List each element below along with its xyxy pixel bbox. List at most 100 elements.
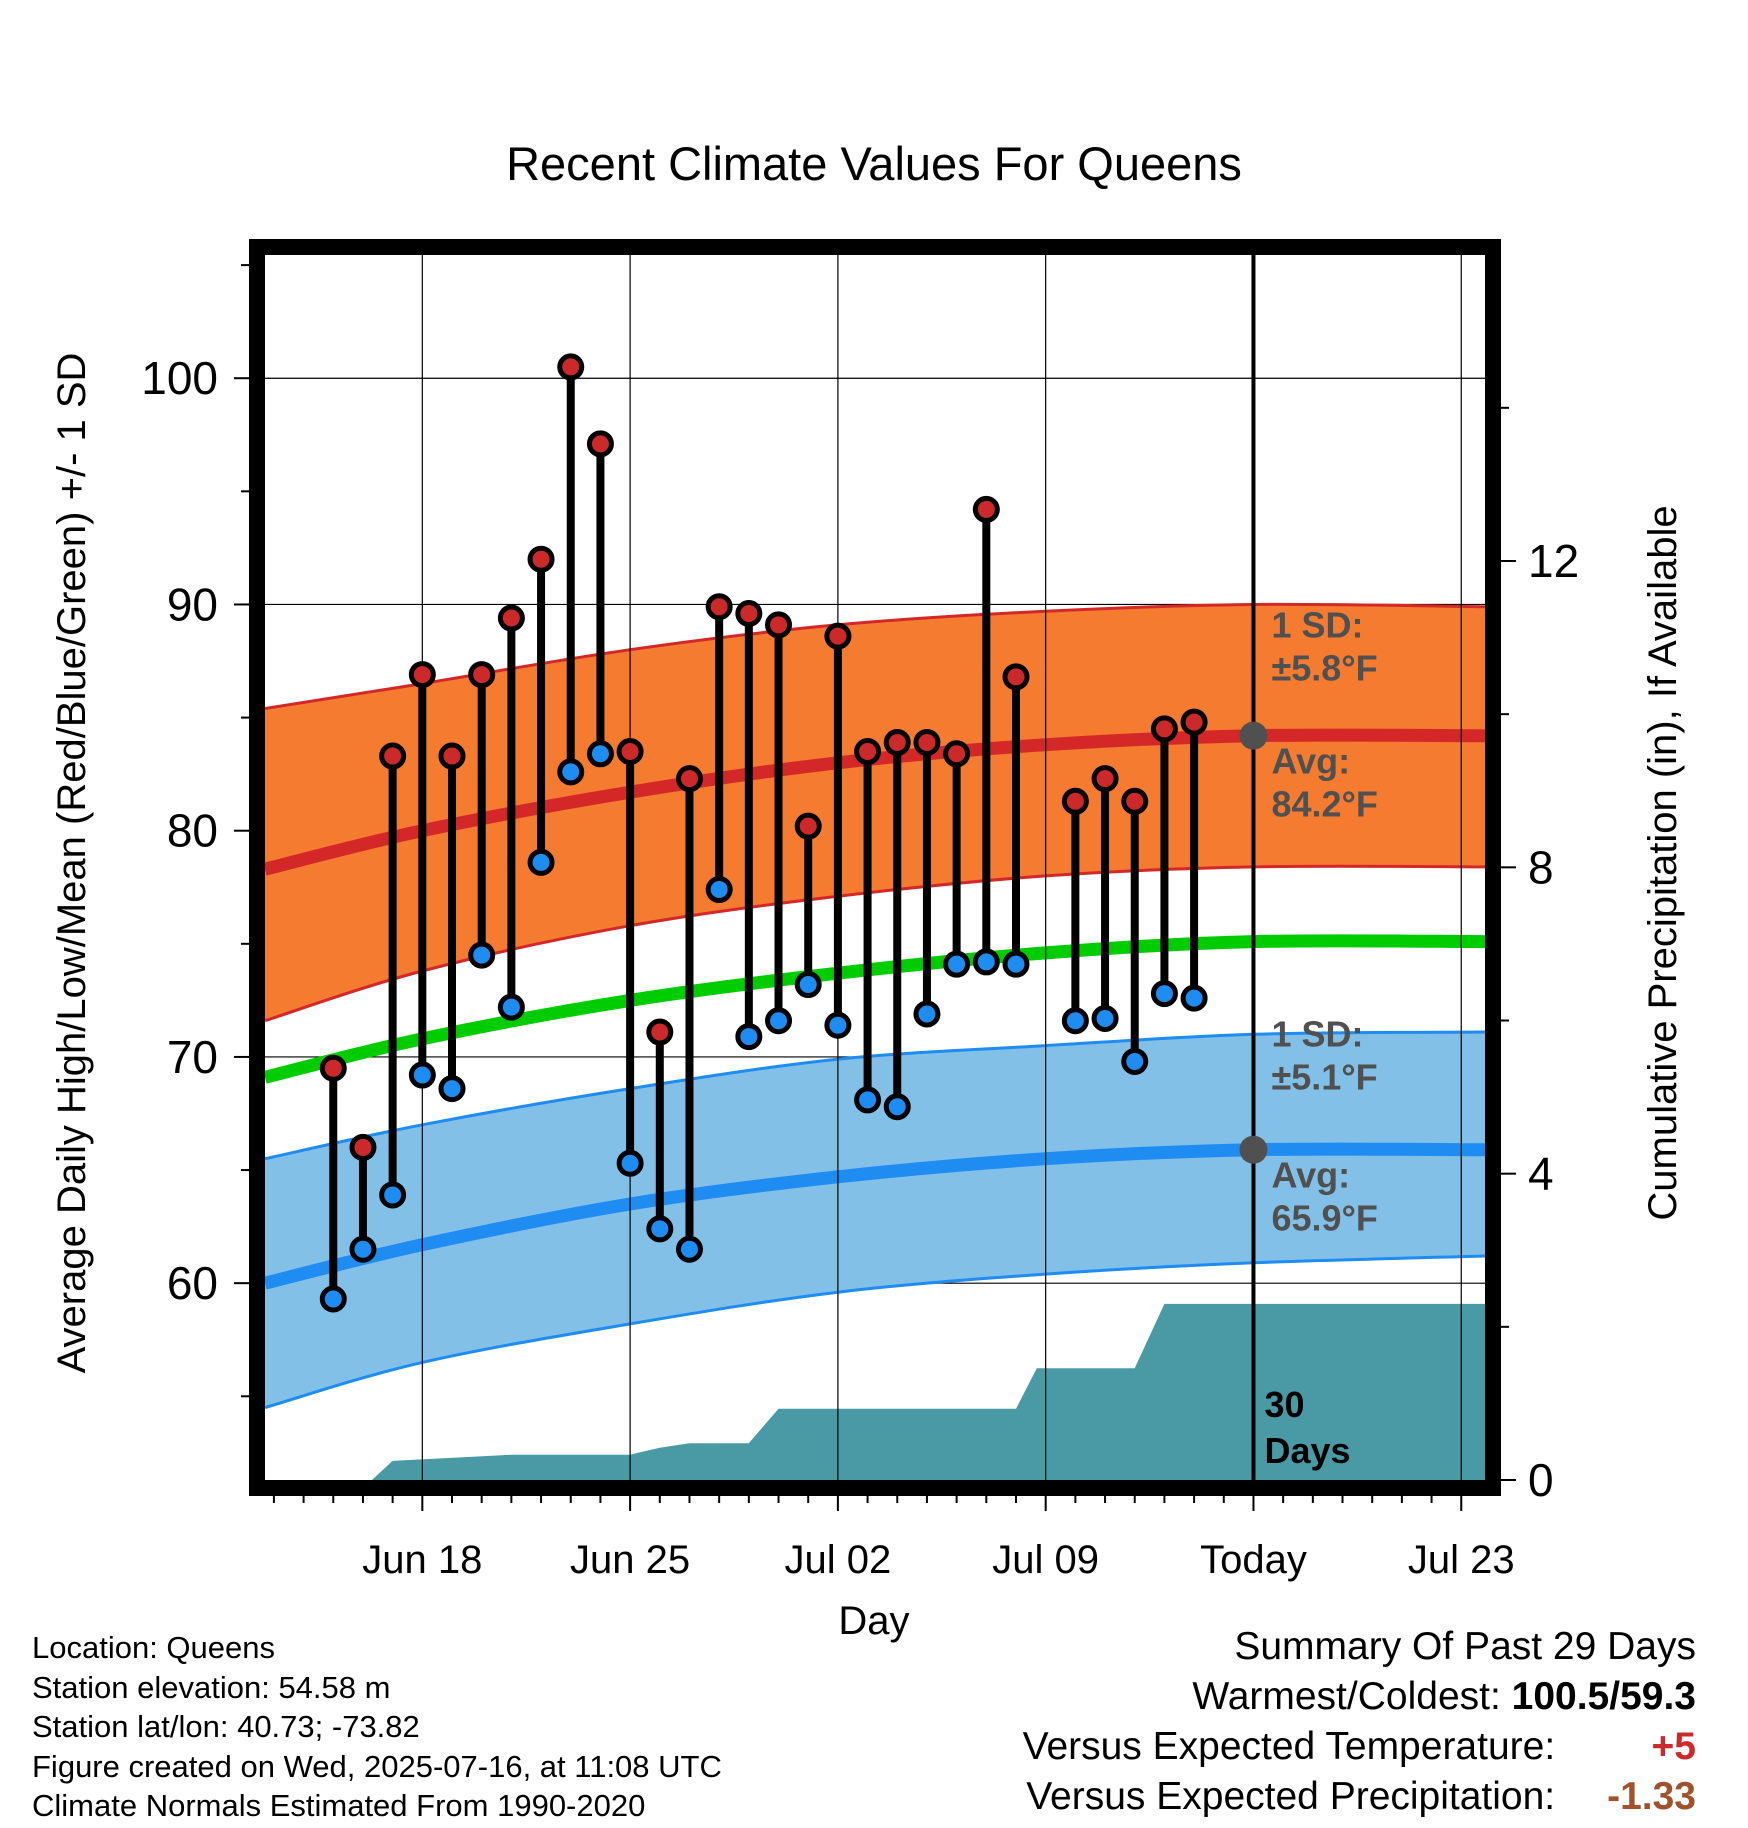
plot-frame bbox=[249, 239, 1501, 1496]
low-marker bbox=[616, 1149, 644, 1177]
low-marker bbox=[972, 948, 1000, 976]
x-tick-label: Jul 09 bbox=[992, 1538, 1099, 1582]
high-marker bbox=[1180, 708, 1208, 736]
today-low-normal-marker bbox=[1239, 1135, 1268, 1164]
low-marker bbox=[883, 1093, 911, 1121]
y-tick-label: 100 bbox=[141, 352, 218, 404]
low-marker bbox=[765, 1007, 793, 1035]
days-count-label: Days bbox=[1264, 1430, 1350, 1471]
x-tick-label: Today bbox=[1200, 1538, 1307, 1582]
high-marker bbox=[349, 1133, 377, 1161]
high-marker bbox=[735, 600, 763, 628]
low-sd-label: 1 SD: bbox=[1271, 1013, 1363, 1054]
high-marker bbox=[705, 593, 733, 621]
low-marker bbox=[527, 848, 555, 876]
high-marker bbox=[1002, 663, 1030, 691]
low-marker bbox=[557, 758, 585, 786]
low-marker bbox=[1061, 1007, 1089, 1035]
high-marker bbox=[1091, 765, 1119, 793]
high-sd-label: 1 SD: bbox=[1271, 605, 1363, 646]
low-marker bbox=[824, 1011, 852, 1039]
low-marker bbox=[646, 1215, 674, 1243]
low-marker bbox=[1002, 950, 1030, 978]
created-text: Figure created on Wed, 2025-07-16, at 11… bbox=[32, 1748, 722, 1784]
summary-panel: Summary Of Past 29 Days Warmest/Coldest:… bbox=[1023, 1622, 1696, 1822]
high-marker bbox=[527, 545, 555, 573]
latlon-text: Station lat/lon: 40.73; -73.82 bbox=[32, 1709, 420, 1744]
high-marker bbox=[1061, 787, 1089, 815]
x-tick-label: Jun 18 bbox=[362, 1538, 482, 1582]
warm-cold-label: Warmest/Coldest: bbox=[1192, 1675, 1501, 1718]
x-tick-label: Jun 25 bbox=[570, 1538, 690, 1582]
temp-value: +5 bbox=[1651, 1725, 1696, 1768]
normal-high-lower-line bbox=[265, 864, 1485, 1023]
y-tick-label: 60 bbox=[167, 1257, 218, 1309]
normal-low-upper-line bbox=[265, 1030, 1485, 1161]
elevation-text: Station elevation: 54.58 m bbox=[32, 1669, 391, 1705]
high-avg-label: Avg: bbox=[1271, 741, 1350, 782]
warm-cold-value: 100.5/59.3 bbox=[1511, 1675, 1696, 1718]
normal-low-band bbox=[265, 1032, 1485, 1408]
high-marker bbox=[1150, 715, 1178, 743]
y2-axis-label: Cumulative Precipitation (in), If Availa… bbox=[1641, 505, 1685, 1220]
high-marker bbox=[408, 661, 436, 689]
plot-area bbox=[265, 247, 1485, 1480]
normal-mean-line bbox=[265, 934, 1485, 1084]
precip-row: Versus Expected Precipitation: -1.33 bbox=[1023, 1772, 1696, 1822]
high-avg-value: 84.2°F bbox=[1271, 784, 1377, 825]
low-avg-value: 65.9°F bbox=[1271, 1198, 1377, 1239]
x-tick-label: Jul 02 bbox=[785, 1538, 892, 1582]
high-marker bbox=[468, 661, 496, 689]
high-marker bbox=[794, 812, 822, 840]
y-tick-label: 80 bbox=[167, 805, 218, 857]
y-tick-label: 70 bbox=[167, 1031, 218, 1083]
low-marker bbox=[1091, 1004, 1119, 1032]
high-sd-value: ±5.8°F bbox=[1271, 648, 1377, 689]
y-tick-label: 90 bbox=[167, 578, 218, 630]
low-marker bbox=[468, 941, 496, 969]
normal-low-lower-line bbox=[265, 1254, 1485, 1410]
high-marker bbox=[943, 740, 971, 768]
low-marker bbox=[913, 1000, 941, 1028]
high-marker bbox=[1121, 787, 1149, 815]
high-marker bbox=[972, 495, 1000, 523]
low-marker bbox=[705, 876, 733, 904]
location-text: Location: Queens bbox=[32, 1630, 276, 1665]
high-marker bbox=[646, 1018, 674, 1046]
high-marker bbox=[586, 430, 614, 458]
low-marker bbox=[438, 1075, 466, 1103]
temp-row: Versus Expected Temperature: +5 bbox=[1023, 1722, 1696, 1772]
chart-title: Recent Climate Values For Queens bbox=[506, 137, 1242, 190]
high-marker bbox=[557, 353, 585, 381]
y-axis-label: Average Daily High/Low/Mean (Red/Blue/Gr… bbox=[50, 353, 94, 1374]
high-marker bbox=[675, 765, 703, 793]
days-count-number: 30 bbox=[1264, 1384, 1304, 1425]
high-marker bbox=[765, 611, 793, 639]
low-sd-value: ±5.1°F bbox=[1271, 1056, 1377, 1097]
high-marker bbox=[824, 622, 852, 650]
x-axis-label: Day bbox=[838, 1599, 909, 1643]
axes: 60 70 80 90 100 0 4 8 12 Jun 18 Jun 25 Jul 02 Jul 09… bbox=[50, 264, 1685, 1643]
y2-tick-label: 8 bbox=[1528, 841, 1554, 893]
high-marker bbox=[616, 738, 644, 766]
low-marker bbox=[319, 1285, 347, 1313]
warm-cold-row: Warmest/Coldest: 100.5/59.3 bbox=[1023, 1672, 1696, 1722]
low-marker bbox=[1121, 1047, 1149, 1075]
x-tick-label: Jul 23 bbox=[1408, 1538, 1515, 1582]
high-marker bbox=[913, 728, 941, 756]
high-marker bbox=[883, 728, 911, 756]
precip-value: -1.33 bbox=[1607, 1775, 1696, 1818]
low-marker bbox=[1150, 980, 1178, 1008]
summary-title: Summary Of Past 29 Days bbox=[1234, 1625, 1696, 1668]
low-marker bbox=[408, 1061, 436, 1089]
temp-label: Versus Expected Temperature: bbox=[1022, 1725, 1556, 1768]
low-marker bbox=[943, 950, 971, 978]
low-avg-label: Avg: bbox=[1271, 1155, 1350, 1196]
low-marker bbox=[349, 1235, 377, 1263]
low-marker bbox=[854, 1086, 882, 1114]
low-marker bbox=[379, 1181, 407, 1209]
low-marker bbox=[735, 1023, 763, 1051]
low-marker bbox=[1180, 984, 1208, 1012]
low-marker bbox=[497, 993, 525, 1021]
